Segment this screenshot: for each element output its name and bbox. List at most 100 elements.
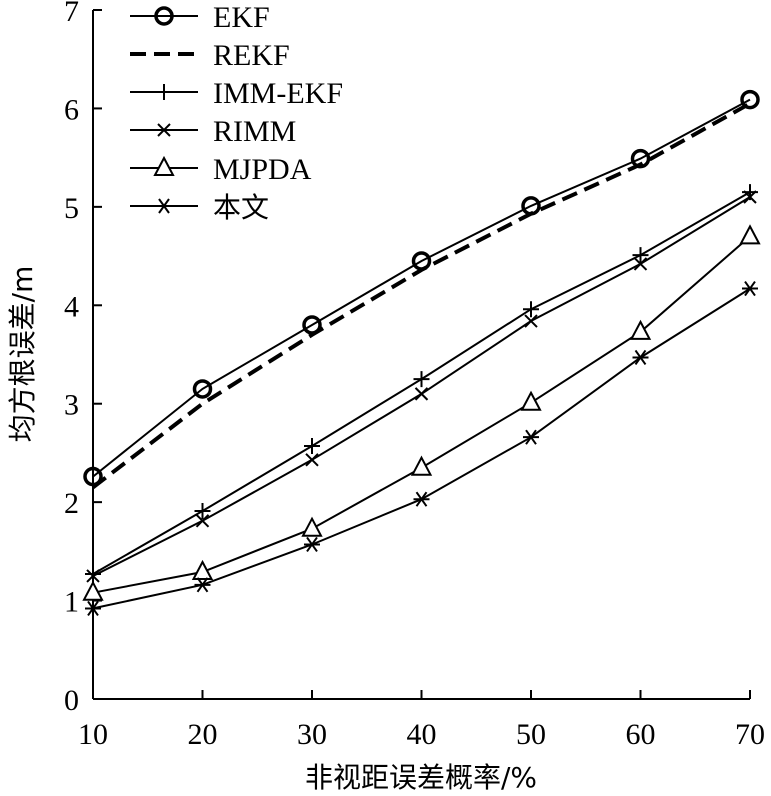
marker-shape <box>743 190 757 204</box>
data-point <box>632 247 649 264</box>
x-tick-label: 60 <box>626 718 656 751</box>
marker-shape <box>524 314 538 328</box>
legend-marker <box>153 155 175 176</box>
x-ticks: 10 20 30 40 50 60 70 <box>78 690 765 751</box>
x-tick-label: 50 <box>516 718 546 751</box>
y-tick-label: 1 <box>64 586 79 619</box>
marker-shape <box>629 319 652 340</box>
y-tick-label: 5 <box>64 192 79 225</box>
data-point <box>85 600 101 617</box>
marker-shape <box>191 559 214 581</box>
data-point <box>632 349 649 366</box>
series-rimm <box>86 190 757 583</box>
marker-shape <box>523 301 539 318</box>
legend-entry: RIMM <box>130 115 296 148</box>
marker-shape <box>194 503 211 520</box>
data-point <box>523 429 539 445</box>
marker-shape <box>304 438 320 455</box>
legend-label: RIMM <box>213 115 296 148</box>
marker-shape <box>523 429 539 445</box>
y-tick-label: 4 <box>64 290 79 323</box>
data-point <box>83 466 103 487</box>
marker-shape <box>86 569 100 583</box>
data-point <box>194 577 211 593</box>
data-point <box>743 190 757 204</box>
marker-shape <box>194 577 211 593</box>
x-tick-label: 10 <box>78 718 108 751</box>
data-point <box>523 301 539 318</box>
marker-shape <box>301 516 323 537</box>
marker-shape <box>305 453 319 467</box>
legend-entry: MJPDA <box>130 153 312 186</box>
marker-shape <box>304 536 320 553</box>
marker-shape <box>632 247 649 264</box>
legend-label: REKF <box>213 39 290 72</box>
y-axis-title: 均方根误差/m <box>6 266 39 443</box>
y-tick-label: 6 <box>64 93 79 126</box>
y-ticks: 0 1 2 3 4 5 6 7 <box>64 0 102 717</box>
data-point <box>192 379 213 399</box>
marker-shape <box>413 371 430 388</box>
x-tick-label: 20 <box>188 718 218 751</box>
data-point <box>86 569 100 583</box>
y-tick-label: 7 <box>64 0 79 28</box>
series-layer <box>82 89 761 617</box>
legend-marker <box>154 6 174 26</box>
legend-marker <box>157 123 171 137</box>
legend-label: EKF <box>213 1 270 34</box>
data-point <box>740 89 760 110</box>
series-rekf <box>91 101 751 489</box>
legend-label: 本文 <box>213 191 269 224</box>
x-axis-title: 非视距误差概率/% <box>305 761 537 794</box>
marker-shape <box>520 390 542 411</box>
legend-entry: EKF <box>130 1 270 34</box>
series-line <box>91 101 751 489</box>
data-point <box>520 390 542 411</box>
marker-shape <box>633 257 648 271</box>
data-point <box>413 491 430 507</box>
marker-shape <box>414 387 429 401</box>
series-line <box>92 287 751 610</box>
data-point <box>82 580 104 601</box>
y-tick-label: 2 <box>64 487 79 520</box>
legend-marker <box>156 84 172 100</box>
marker-shape <box>739 224 761 245</box>
series-mjpda <box>82 224 761 601</box>
y-tick-label: 0 <box>64 684 79 717</box>
data-point <box>633 257 648 271</box>
data-point <box>194 503 211 520</box>
series-line <box>92 98 751 478</box>
legend: EKF REKF IMM-EKF RIMM MJPDA 本文 <box>130 1 343 224</box>
y-tick-label: 3 <box>64 389 79 422</box>
data-point <box>304 536 320 553</box>
data-point <box>739 224 761 245</box>
axes <box>92 10 750 700</box>
data-point <box>629 319 652 340</box>
marker-shape <box>632 349 649 366</box>
data-point <box>304 438 320 455</box>
marker-shape <box>740 89 760 110</box>
data-point <box>414 387 429 401</box>
legend-entry: IMM-EKF <box>130 77 343 110</box>
data-point <box>413 371 430 388</box>
data-point <box>410 455 433 476</box>
marker-shape <box>742 280 758 297</box>
marker-shape <box>192 379 213 399</box>
series-ekf <box>83 89 760 487</box>
marker-shape <box>85 600 101 617</box>
marker-shape <box>153 155 175 176</box>
marker-shape <box>157 123 171 137</box>
series-proposed <box>85 280 758 617</box>
data-point <box>524 314 538 328</box>
marker-shape <box>154 6 174 26</box>
legend-marker <box>156 198 172 214</box>
data-point <box>742 280 758 297</box>
legend-entry: REKF <box>130 39 290 72</box>
x-tick-label: 70 <box>735 718 765 751</box>
marker-shape <box>413 491 430 507</box>
data-point <box>301 516 323 537</box>
marker-shape <box>83 466 103 487</box>
marker-shape <box>410 455 433 476</box>
x-tick-label: 40 <box>407 718 437 751</box>
